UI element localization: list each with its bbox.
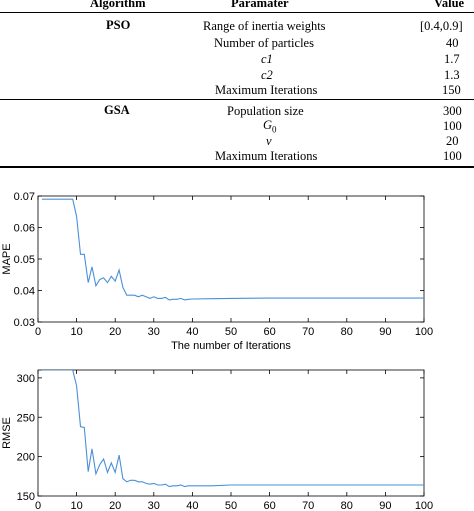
x-tick-label: 100 xyxy=(415,326,433,338)
plot-frame xyxy=(37,195,425,323)
y-tick-label: 300 xyxy=(17,373,35,385)
y-tick-label: 250 xyxy=(17,412,35,424)
group-pso-label: PSO xyxy=(106,18,131,32)
x-tick-label: 60 xyxy=(263,326,275,338)
y-tick-label: 0.07 xyxy=(14,191,35,203)
y-tick-label: 0.03 xyxy=(14,317,35,329)
y-tick-label: 150 xyxy=(17,491,35,503)
table-bottom-rule xyxy=(0,166,474,168)
x-tick-label: 10 xyxy=(70,326,82,338)
gsa-param-2: v xyxy=(266,134,272,148)
chart-rmse: 0 10 20 30 40 50 60 70 80 90 100 150 200 250 300 RMSE xyxy=(1,369,433,511)
x-tick-label: 70 xyxy=(302,326,314,338)
x-tick-label: 80 xyxy=(341,500,353,511)
gsa-value-3: 100 xyxy=(443,149,462,163)
gsa-value-1: 100 xyxy=(443,119,462,133)
x-tick-label: 10 xyxy=(70,500,82,511)
pso-param-2: c1 xyxy=(261,52,273,66)
y-tick-label: 200 xyxy=(17,452,35,464)
series-line-rmse xyxy=(41,370,424,488)
y-axis-label: MAPE xyxy=(1,243,13,274)
x-tick-label: 30 xyxy=(148,500,160,511)
x-axis-label: The number of Iterations xyxy=(171,340,291,352)
x-tick-label: 40 xyxy=(186,326,198,338)
gsa-value-0: 300 xyxy=(443,104,462,118)
plot-frame xyxy=(37,369,425,497)
x-tick-label: 90 xyxy=(379,326,391,338)
x-tick-label: 30 xyxy=(148,326,160,338)
pso-param-1: Number of particles xyxy=(214,36,314,50)
header-parameter: Paramater xyxy=(231,0,289,10)
pso-param-0: Range of inertia weights xyxy=(203,19,326,33)
gsa-param-0: Population size xyxy=(227,104,304,118)
x-tick-label: 40 xyxy=(186,500,198,511)
x-tick-label: 50 xyxy=(225,500,237,511)
pso-value-0: [0.4,0.9] xyxy=(420,19,463,33)
series-line-mape xyxy=(41,198,424,301)
gsa-value-2: 20 xyxy=(446,134,459,148)
header-rule xyxy=(0,12,474,13)
x-tick-label: 90 xyxy=(379,500,391,511)
x-tick-label: 50 xyxy=(225,326,237,338)
x-tick-label: 70 xyxy=(302,500,314,511)
y-tick-label: 0.05 xyxy=(14,254,35,266)
header-value: Value xyxy=(434,0,465,10)
gsa-param-1-main: G xyxy=(263,118,273,132)
group-rule xyxy=(0,99,474,100)
x-tick-label: 100 xyxy=(415,500,433,511)
pso-param-4: Maximum Iterations xyxy=(215,83,318,97)
pso-value-3: 1.3 xyxy=(444,68,460,82)
x-tick-label: 20 xyxy=(109,500,121,511)
x-tick-label: 80 xyxy=(341,326,353,338)
gsa-param-3: Maximum Iterations xyxy=(215,149,318,163)
header-algorithm: Algorithm xyxy=(90,0,146,10)
y-tick-label: 0.04 xyxy=(14,286,35,298)
pso-param-3: c2 xyxy=(261,68,273,82)
gsa-param-1-sub: 0 xyxy=(272,124,277,135)
pso-value-2: 1.7 xyxy=(444,52,460,66)
x-tick-label: 60 xyxy=(263,500,275,511)
gsa-param-1: G0 xyxy=(263,118,277,135)
pso-value-4: 150 xyxy=(442,83,461,97)
pso-value-1: 40 xyxy=(446,36,459,50)
x-tick-label: 0 xyxy=(35,500,41,511)
y-tick-label: 0.06 xyxy=(14,223,35,235)
x-tick-label: 0 xyxy=(35,326,41,338)
y-axis-label: RMSE xyxy=(1,417,13,449)
x-tick-label: 20 xyxy=(109,326,121,338)
group-gsa-label: GSA xyxy=(104,103,130,117)
chart-mape: 0 10 20 30 40 50 60 70 80 90 100 0.03 0.04 0.05 0.06 0.… xyxy=(1,191,433,352)
